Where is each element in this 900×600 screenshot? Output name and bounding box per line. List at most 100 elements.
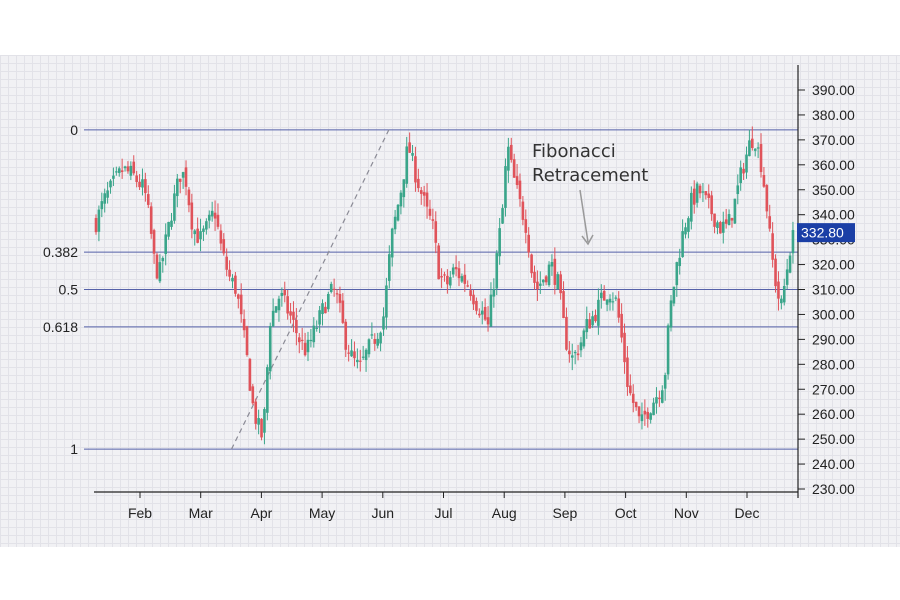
candle [724, 208, 728, 229]
candle-body [239, 294, 243, 315]
x-tick-label: Apr [251, 505, 273, 521]
candle [431, 208, 435, 230]
candle [184, 160, 188, 196]
candle-body [257, 418, 260, 425]
candle-body [399, 192, 403, 207]
candle-body [536, 281, 539, 290]
fib-level-labels: 0 0.382 0.5 0.618 1 [43, 122, 78, 457]
candle-body [553, 258, 557, 285]
candle-body [637, 406, 641, 417]
candle-body [176, 178, 179, 197]
candle-body [216, 214, 220, 227]
candle-body [736, 185, 740, 195]
candle [544, 274, 548, 286]
candle-body [158, 262, 162, 282]
candle [422, 185, 426, 207]
candle [167, 221, 170, 240]
candle-body [332, 288, 336, 290]
candle [721, 211, 725, 244]
candle-body [324, 306, 327, 314]
candle [707, 184, 711, 209]
candle [620, 303, 623, 343]
candle-body [210, 210, 214, 217]
candle-body [692, 188, 696, 205]
candle [446, 269, 449, 294]
candle-body [570, 355, 574, 358]
candle-body [268, 325, 272, 372]
candle [257, 409, 260, 435]
candle [623, 323, 626, 374]
candle [489, 282, 493, 327]
fib-label-3: 0.618 [43, 319, 78, 335]
candle [236, 293, 240, 309]
candle-body [716, 222, 719, 228]
candle-body [753, 148, 757, 151]
candle [582, 328, 586, 349]
candle-body [788, 255, 792, 273]
candle-body [573, 351, 577, 354]
candle [669, 295, 673, 332]
x-tick-label: Aug [492, 505, 517, 521]
candle [120, 158, 124, 179]
candle [565, 307, 568, 351]
candle-body [698, 185, 702, 194]
candle-body [451, 267, 455, 275]
candle [730, 217, 734, 228]
candle [126, 161, 130, 174]
candle-body [614, 297, 618, 299]
candle-body [704, 191, 708, 196]
candle [631, 384, 635, 413]
candle [536, 270, 539, 301]
candle-body [353, 351, 356, 359]
candle-body [652, 402, 655, 416]
candle [597, 288, 600, 335]
candle [745, 146, 748, 179]
candle [245, 325, 249, 357]
candle [663, 372, 667, 401]
candle [451, 263, 455, 278]
candle [469, 284, 472, 301]
candle [181, 171, 185, 189]
candle-body [524, 219, 528, 233]
candle-body [675, 262, 679, 286]
candle [495, 250, 499, 296]
candle-body [367, 339, 371, 355]
candle-body [207, 214, 211, 221]
candle [687, 216, 690, 239]
candle [588, 312, 591, 329]
candle [193, 229, 197, 246]
candle-body [161, 257, 165, 262]
candle-body [646, 411, 650, 419]
candle [129, 161, 133, 181]
candle-body [719, 222, 722, 234]
candle-body [454, 266, 458, 270]
candle-body [448, 277, 452, 286]
candle [553, 247, 557, 295]
candle-body [762, 174, 766, 187]
candle [434, 211, 438, 254]
candle-body [701, 191, 705, 193]
candle-body [547, 264, 551, 286]
candle [655, 387, 658, 414]
candle-body [190, 202, 194, 230]
candle-body [422, 192, 426, 196]
candle [762, 167, 766, 188]
candle [178, 178, 182, 194]
candle [112, 167, 115, 187]
candle-body [469, 290, 472, 297]
candle [419, 186, 423, 205]
candle-body [97, 209, 101, 232]
candle-body [251, 386, 255, 404]
candle [315, 320, 319, 332]
candle [350, 339, 353, 357]
candle-body [556, 274, 560, 290]
candle-body [544, 276, 548, 283]
candle [321, 299, 324, 326]
candle [202, 225, 205, 242]
candle [146, 185, 150, 209]
candle [103, 188, 107, 213]
candle [335, 289, 339, 304]
candle [782, 278, 786, 306]
candle [210, 201, 214, 222]
candle-body [428, 208, 432, 216]
